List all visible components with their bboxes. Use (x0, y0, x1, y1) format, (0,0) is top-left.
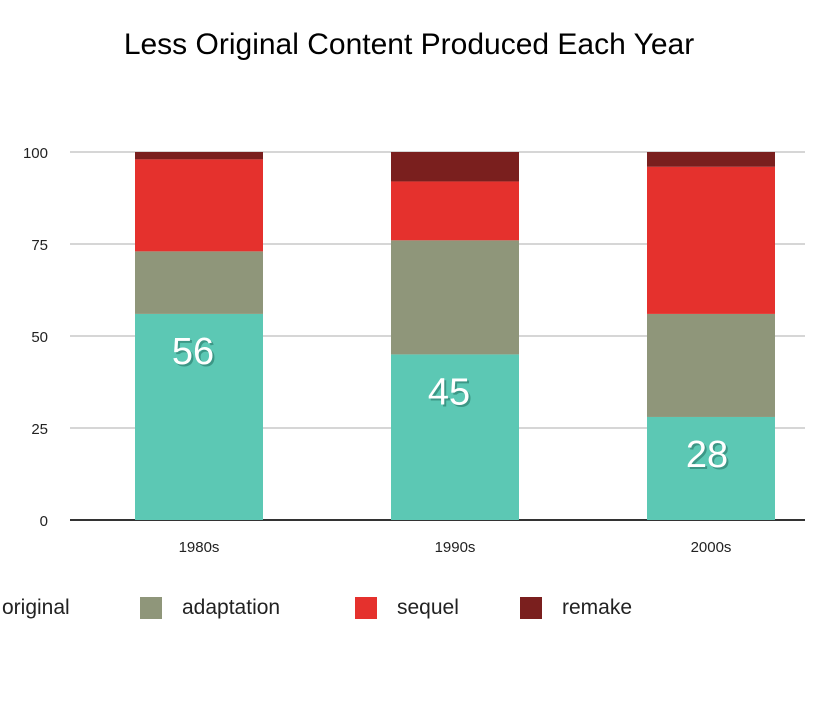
chart-title: Less Original Content Produced Each Year (123, 28, 695, 61)
bar-segment-sequel (135, 159, 263, 252)
legend-label: original (2, 596, 70, 619)
data-label: 56 (172, 331, 214, 373)
data-label-shadow: 56 (174, 333, 216, 375)
bar-segment-remake (391, 152, 519, 182)
legend-swatch (355, 597, 377, 619)
legend-item-remake: remake (520, 596, 632, 620)
bar-segment-adaptation (391, 240, 519, 355)
bar-segment-remake (135, 152, 263, 160)
y-tick-label: 100 (23, 145, 48, 162)
legend-label: remake (562, 596, 633, 619)
x-tick-label: 1980s (179, 539, 220, 556)
bar-segment-adaptation (135, 251, 263, 314)
data-label: 28 (686, 434, 728, 476)
y-tick-label: 75 (31, 237, 48, 254)
legend: original adaptation sequel remake (0, 596, 818, 626)
legend-swatch (140, 597, 162, 619)
bar-segment-adaptation (647, 313, 775, 417)
x-tick-label: 2000s (691, 539, 732, 556)
legend-label: adaptation (182, 596, 281, 619)
y-tick-label: 25 (31, 421, 48, 438)
x-tick-label: 1990s (435, 539, 476, 556)
bar-segment-sequel (647, 166, 775, 314)
bar-segment-remake (647, 152, 775, 167)
bar-segment-original (647, 416, 775, 520)
data-label-shadow: 28 (688, 436, 730, 478)
data-label-shadow: 45 (430, 373, 472, 415)
legend-item-sequel: sequel (355, 596, 459, 620)
bar-segment-original (391, 354, 519, 520)
bar-segment-original (135, 313, 263, 520)
data-label: 45 (428, 371, 470, 413)
bar-segment-sequel (391, 181, 519, 241)
y-tick-label: 0 (40, 513, 48, 530)
legend-item-adaptation: adaptation (140, 596, 280, 620)
legend-label: sequel (397, 596, 459, 619)
legend-swatch (520, 597, 542, 619)
legend-item-original: original (0, 596, 70, 620)
y-tick-label: 50 (31, 329, 48, 346)
